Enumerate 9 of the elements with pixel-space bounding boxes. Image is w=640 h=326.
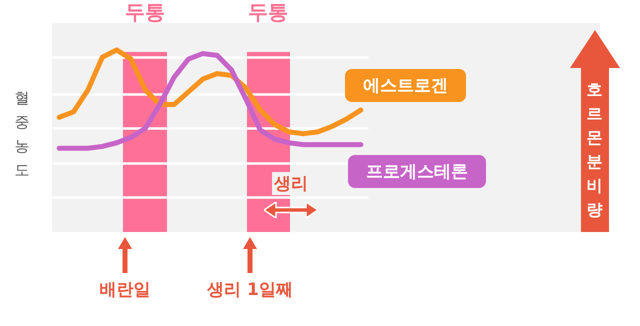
text: 두통	[125, 0, 165, 26]
text: 배란일	[100, 279, 150, 301]
y-axis-title: 혈중농도	[14, 88, 30, 181]
series-label: 프로게스테론	[348, 155, 486, 188]
text: 생리 1일째	[207, 279, 293, 301]
text: 호르몬분비량	[586, 79, 603, 221]
annotation: 생리	[272, 172, 310, 195]
text: 두통	[248, 0, 288, 26]
series-label: 에스트로겐	[345, 69, 466, 102]
